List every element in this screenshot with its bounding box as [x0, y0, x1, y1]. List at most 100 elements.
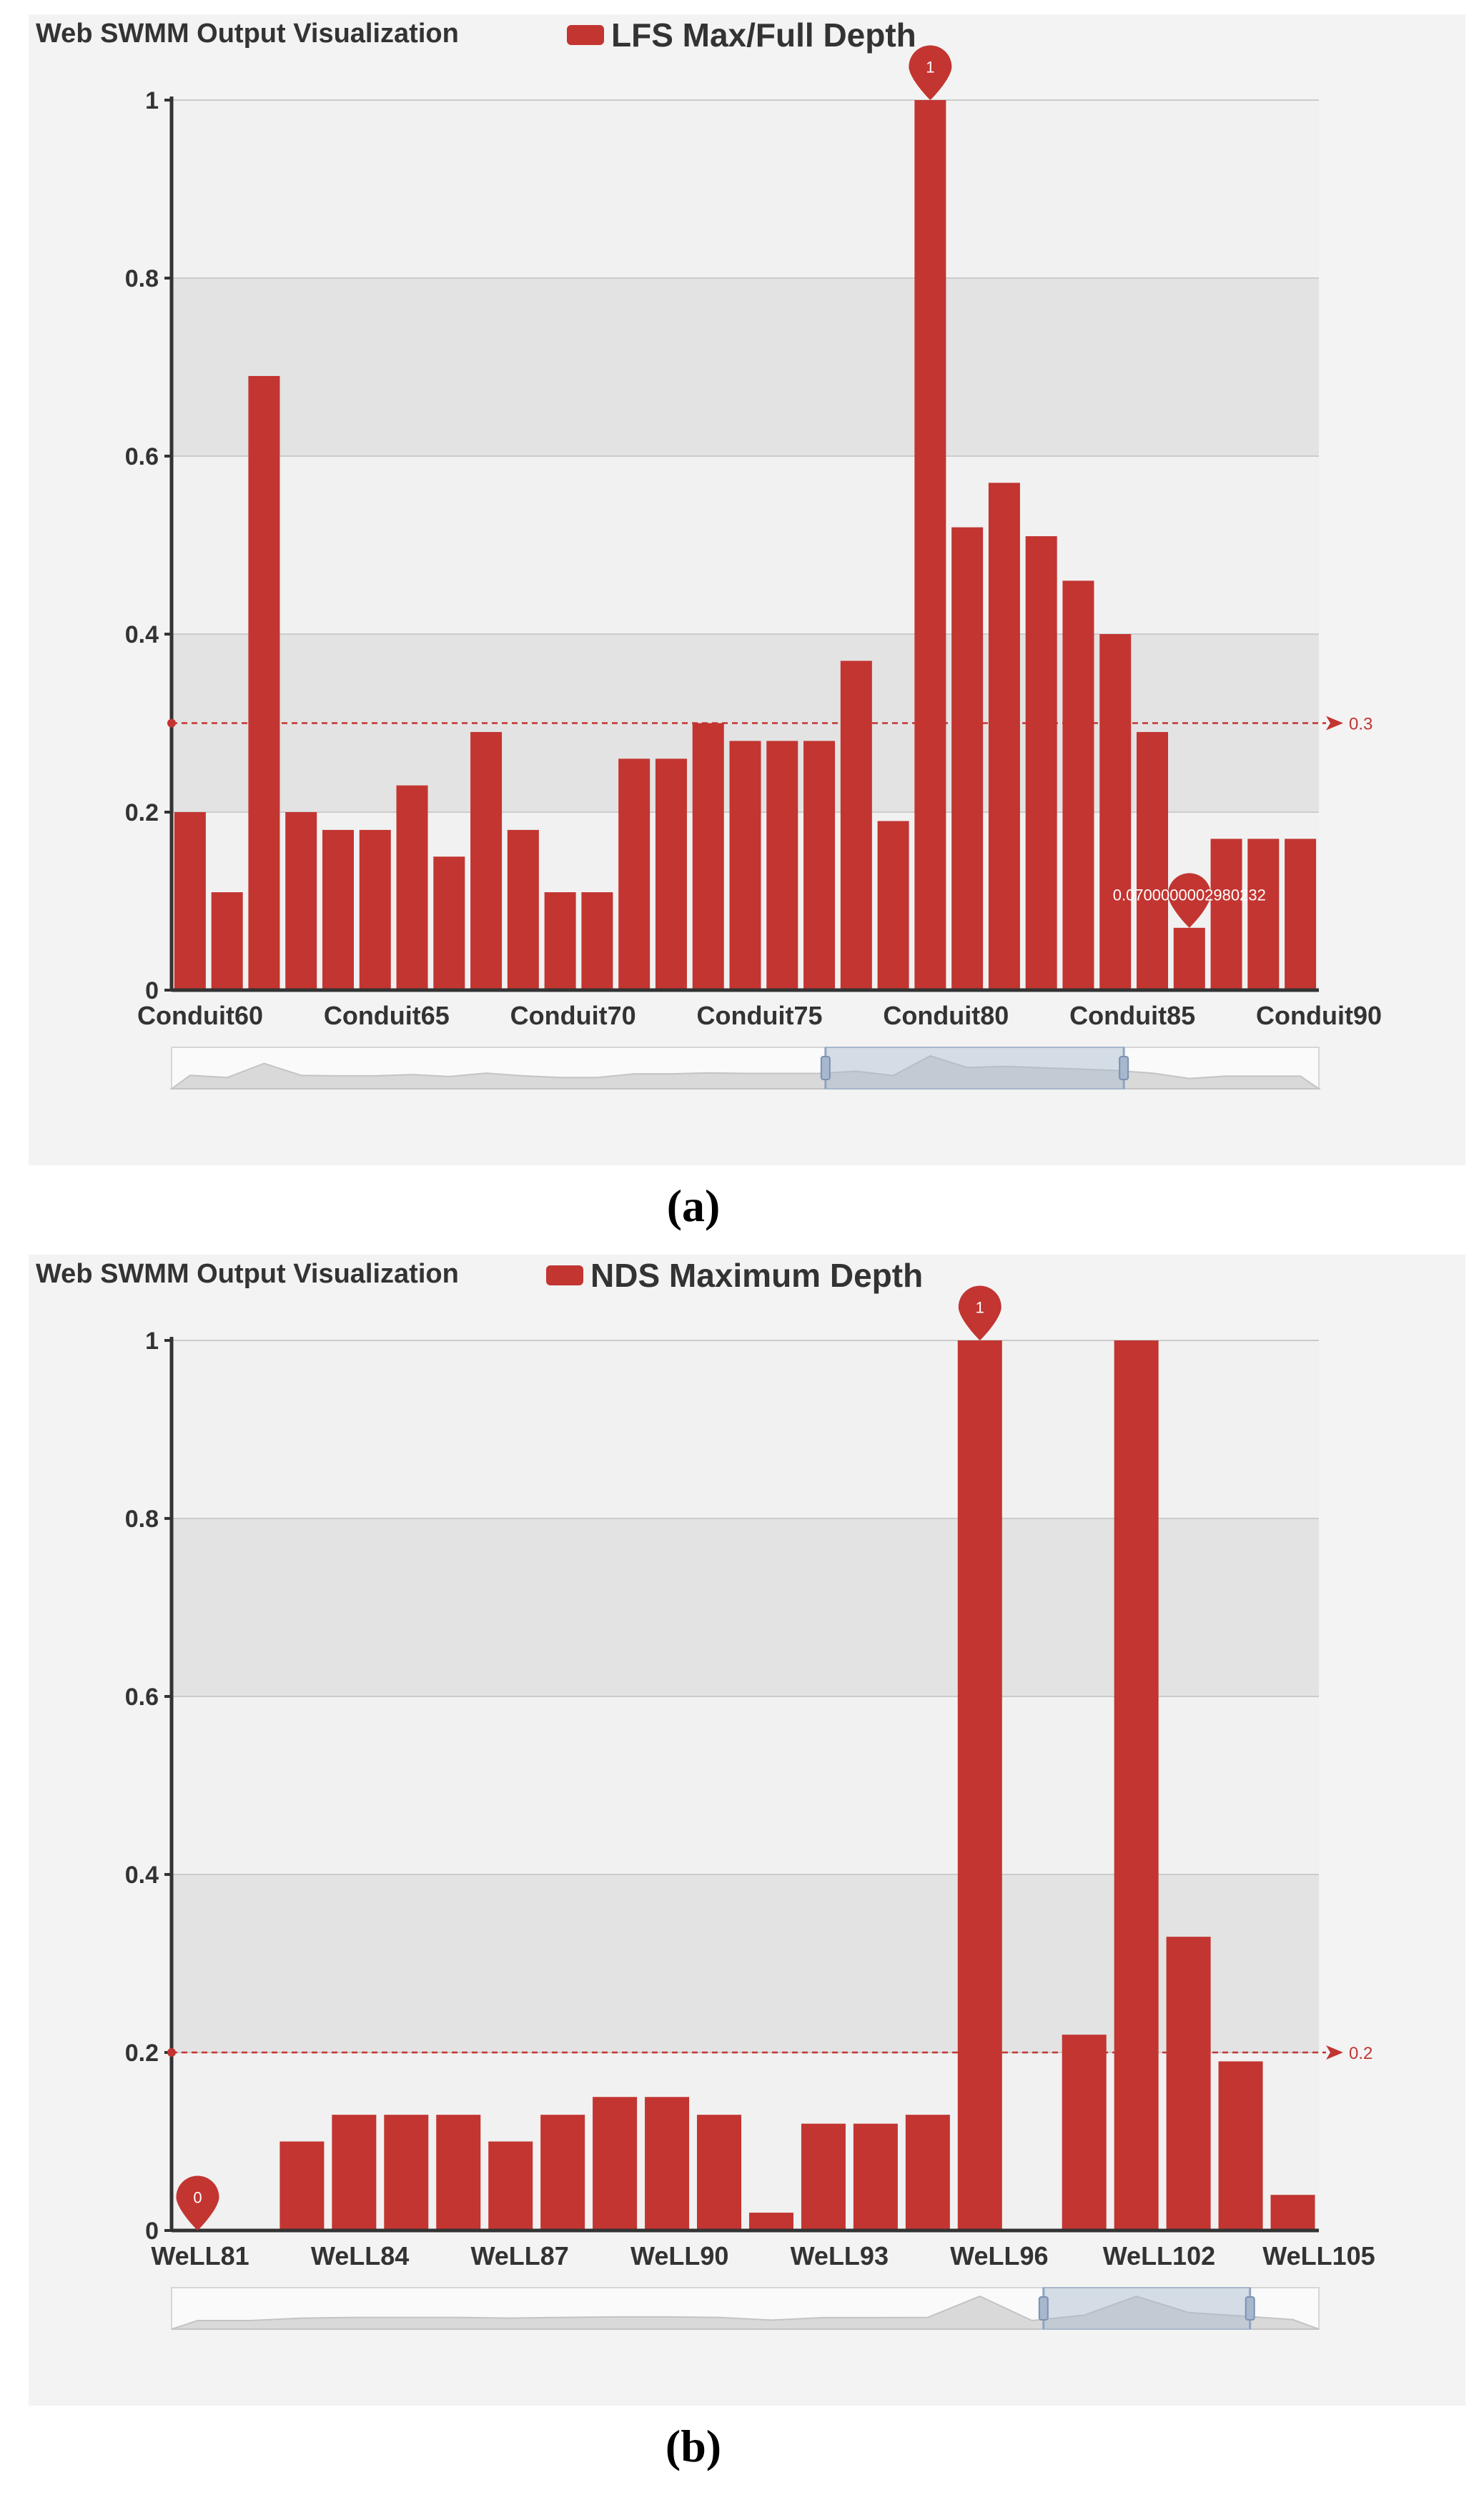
bar-Conduit64[interactable]: [322, 829, 354, 990]
bar-Conduit84[interactable]: [1062, 580, 1094, 990]
bar-WeLL104[interactable]: [1218, 2061, 1263, 2230]
bar-Conduit65[interactable]: [359, 829, 391, 990]
data-zoom-handle-start[interactable]: [1038, 2296, 1049, 2321]
bar-WeLL93[interactable]: [801, 2123, 846, 2230]
data-zoom-window[interactable]: [824, 1047, 1125, 1090]
x-tick-label: WeLL93: [791, 2241, 889, 2271]
legend-label: NDS Maximum Depth: [590, 1257, 924, 1294]
bar-WeLL86[interactable]: [436, 2115, 481, 2230]
legend-swatch: [546, 1265, 583, 1285]
bar-WeLL90[interactable]: [645, 2097, 690, 2230]
bar-Conduit90[interactable]: [1285, 839, 1317, 990]
bar-Conduit61[interactable]: [211, 892, 243, 990]
bar-WeLL84[interactable]: [332, 2115, 377, 2230]
app-title: Web SWMM Output Visualization: [36, 1259, 459, 1289]
bar-Conduit79[interactable]: [877, 821, 909, 990]
y-tick-label: 0.2: [125, 799, 159, 826]
x-tick-label: Conduit85: [1069, 1001, 1195, 1030]
chart-panel-a: Web SWMM Output Visualization LFS Max/Fu…: [29, 14, 1465, 1165]
split-area: [172, 456, 1319, 634]
app-title: Web SWMM Output Visualization: [36, 19, 459, 49]
bar-Conduit88[interactable]: [1210, 839, 1242, 990]
bar-WeLL102[interactable]: [1114, 1340, 1159, 2230]
bar-WeLL88[interactable]: [540, 2115, 585, 2230]
mark-line-arrow: [1326, 716, 1343, 731]
y-tick-label: 0.4: [125, 621, 159, 648]
y-tick-label: 1: [145, 1328, 159, 1355]
x-tick-label: WeLL81: [151, 2241, 249, 2271]
x-tick-label: WeLL105: [1262, 2241, 1375, 2271]
bar-Conduit74[interactable]: [692, 723, 724, 991]
x-tick-label: WeLL84: [311, 2241, 409, 2271]
bar-Conduit81[interactable]: [951, 527, 984, 990]
bar-Conduit66[interactable]: [396, 785, 428, 990]
bar-WeLL101[interactable]: [1062, 2035, 1107, 2230]
min-mark-label: 0.0700000002980232: [1113, 886, 1266, 904]
bar-WeLL92[interactable]: [748, 2213, 793, 2230]
bar-Conduit83[interactable]: [1025, 536, 1057, 990]
bar-Conduit62[interactable]: [248, 375, 280, 990]
x-tick-label: Conduit70: [510, 1001, 636, 1030]
x-tick-label: Conduit60: [137, 1001, 263, 1030]
bar-WeLL105[interactable]: [1270, 2195, 1315, 2230]
bar-Conduit86[interactable]: [1137, 731, 1169, 990]
mark-line-label: 0.3: [1349, 715, 1372, 734]
legend[interactable]: NDS Maximum Depth: [546, 1255, 923, 1296]
y-tick-label: 0: [145, 977, 159, 1004]
bar-WeLL94[interactable]: [853, 2123, 898, 2230]
bar-Conduit82[interactable]: [988, 483, 1020, 990]
legend-swatch: [567, 25, 604, 45]
bar-Conduit60[interactable]: [174, 812, 206, 990]
y-tick-label: 0: [145, 2218, 159, 2245]
bar-WeLL96[interactable]: [957, 1340, 1002, 2230]
x-tick-label: WeLL96: [950, 2241, 1048, 2271]
bar-Conduit68[interactable]: [470, 731, 503, 990]
bar-Conduit89[interactable]: [1247, 839, 1280, 990]
data-zoom-shadow: [169, 1054, 1322, 1090]
bar-WeLL83[interactable]: [280, 2141, 325, 2231]
bar-Conduit73[interactable]: [655, 759, 687, 990]
legend[interactable]: LFS Max/Full Depth: [567, 14, 916, 56]
y-tick-label: 0.6: [125, 443, 159, 470]
data-zoom-handle-start[interactable]: [820, 1056, 831, 1080]
mark-line-label: 0.2: [1349, 2044, 1372, 2063]
bar-WeLL89[interactable]: [593, 2097, 638, 2230]
bar-Conduit80[interactable]: [914, 100, 946, 990]
y-tick-label: 0.6: [125, 1684, 159, 1711]
mark-line-arrow: [1326, 2045, 1343, 2060]
bar-WeLL103[interactable]: [1166, 1937, 1211, 2230]
bar-WeLL95[interactable]: [905, 2115, 950, 2230]
max-mark-label: 1: [976, 1299, 984, 1317]
x-tick-label: WeLL102: [1103, 2241, 1215, 2271]
bar-Conduit76[interactable]: [766, 741, 798, 990]
bar-Conduit77[interactable]: [803, 741, 836, 990]
bar-WeLL91[interactable]: [697, 2115, 742, 2230]
max-mark-label: 1: [926, 59, 934, 76]
y-tick-label: 0.8: [125, 265, 159, 292]
bar-Conduit85[interactable]: [1099, 634, 1132, 990]
bar-Conduit67[interactable]: [433, 856, 465, 990]
chart-panel-b: Web SWMM Output Visualization NDS Maximu…: [29, 1255, 1465, 2406]
bar-Conduit63[interactable]: [285, 812, 317, 990]
max-mark-pin[interactable]: [909, 45, 952, 101]
min-mark-pin[interactable]: [176, 2175, 219, 2230]
bar-Conduit72[interactable]: [618, 759, 651, 990]
bar-Conduit70[interactable]: [544, 892, 576, 990]
data-zoom-window[interactable]: [1042, 2287, 1251, 2330]
x-tick-label: WeLL87: [470, 2241, 568, 2271]
max-mark-pin[interactable]: [958, 1285, 1001, 1341]
data-zoom-shadow: [171, 2295, 1320, 2330]
bar-Conduit69[interactable]: [507, 829, 539, 990]
bar-Conduit71[interactable]: [581, 892, 613, 990]
bar-Conduit78[interactable]: [840, 661, 872, 990]
bar-Conduit75[interactable]: [729, 741, 761, 990]
bar-WeLL85[interactable]: [384, 2115, 429, 2230]
min-mark-label: 0: [193, 2189, 202, 2207]
bar-WeLL87[interactable]: [488, 2141, 533, 2231]
y-tick-label: 0.4: [125, 1862, 159, 1889]
data-zoom-handle-end[interactable]: [1119, 1056, 1129, 1080]
bar-Conduit87[interactable]: [1173, 927, 1205, 990]
min-mark-pin[interactable]: [1167, 873, 1211, 928]
legend-label: LFS Max/Full Depth: [611, 16, 916, 54]
data-zoom-handle-end[interactable]: [1245, 2296, 1255, 2321]
